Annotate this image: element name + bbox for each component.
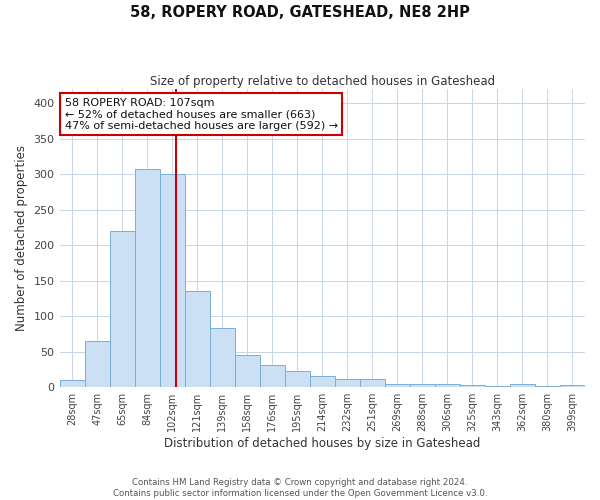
- Bar: [360, 380, 385, 387]
- Title: Size of property relative to detached houses in Gateshead: Size of property relative to detached ho…: [150, 75, 495, 88]
- Bar: [110, 231, 134, 387]
- Bar: [410, 384, 435, 387]
- X-axis label: Distribution of detached houses by size in Gateshead: Distribution of detached houses by size …: [164, 437, 481, 450]
- Bar: [85, 341, 110, 387]
- Bar: [260, 364, 285, 387]
- Bar: [385, 384, 410, 387]
- Bar: [460, 385, 485, 387]
- Text: 58 ROPERY ROAD: 107sqm
← 52% of detached houses are smaller (663)
47% of semi-de: 58 ROPERY ROAD: 107sqm ← 52% of detached…: [65, 98, 338, 131]
- Bar: [235, 354, 260, 387]
- Bar: [59, 380, 85, 387]
- Bar: [134, 170, 160, 387]
- Bar: [435, 384, 460, 387]
- Text: 58, ROPERY ROAD, GATESHEAD, NE8 2HP: 58, ROPERY ROAD, GATESHEAD, NE8 2HP: [130, 5, 470, 20]
- Bar: [285, 371, 310, 387]
- Bar: [310, 376, 335, 387]
- Bar: [510, 384, 535, 387]
- Y-axis label: Number of detached properties: Number of detached properties: [15, 145, 28, 331]
- Bar: [335, 378, 360, 387]
- Bar: [535, 386, 560, 387]
- Bar: [560, 385, 585, 387]
- Bar: [209, 328, 235, 387]
- Bar: [160, 174, 185, 387]
- Text: Contains HM Land Registry data © Crown copyright and database right 2024.
Contai: Contains HM Land Registry data © Crown c…: [113, 478, 487, 498]
- Bar: [185, 292, 209, 387]
- Bar: [485, 386, 510, 387]
